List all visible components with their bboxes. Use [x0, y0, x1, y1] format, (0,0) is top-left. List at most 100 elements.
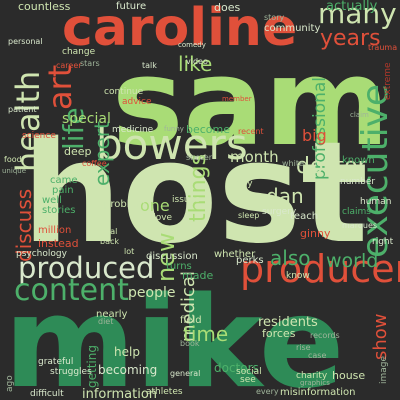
word-career: career [56, 61, 82, 70]
word-charity: charity [296, 371, 328, 381]
word-information: information [82, 387, 158, 400]
word-claims: claims [342, 207, 371, 217]
word-struggles: struggles [50, 367, 92, 377]
word-teach: teach [290, 211, 319, 222]
word-made: made [182, 269, 214, 282]
word-know: know [286, 271, 310, 281]
word-world: world [326, 250, 379, 272]
word-people: people [128, 285, 176, 301]
word-special: special [62, 111, 111, 127]
word-psychology: psychology [16, 249, 67, 259]
word-funny: funny [164, 125, 184, 133]
word-content: content [14, 273, 129, 308]
word-produced: produced [18, 251, 155, 285]
word-community: community [264, 23, 321, 34]
word-mike: mike [4, 269, 345, 400]
word-countless: countless [18, 0, 71, 13]
word-years: years [320, 26, 381, 51]
word-patient: patient [8, 105, 37, 114]
word-human: human [360, 197, 392, 207]
word-came: came [50, 175, 78, 186]
word-general: general [170, 369, 201, 378]
word-unique: unique [2, 167, 27, 175]
word-turns: turns [166, 261, 192, 272]
word-stars: stars [80, 59, 100, 68]
word-change: change [62, 47, 96, 57]
word-producer: producer [240, 247, 400, 291]
word-caroline: caroline [62, 0, 298, 58]
word-lot: lot [124, 247, 135, 256]
word-becoming: becoming [98, 363, 158, 377]
word-extreme: coffee [82, 159, 107, 168]
word-million: million [38, 225, 72, 236]
word-soccer: soccer [186, 153, 213, 162]
word-ginny: ginny [300, 227, 331, 240]
word-every: every [256, 387, 279, 396]
word-story: story [264, 13, 285, 22]
word-month: month [230, 148, 279, 166]
word-pain: pain [52, 185, 74, 196]
word-dove: dove [150, 213, 173, 223]
word-doctors: doctors [214, 361, 259, 375]
word-perks: perks [236, 255, 264, 266]
word-marques: marques [342, 221, 378, 230]
word-something: image [379, 355, 389, 384]
word-many: many [318, 0, 397, 30]
word-issues: issues [172, 195, 200, 205]
word-also: also [270, 246, 311, 270]
word-comedy: comedy [178, 41, 206, 49]
word-nearly: nearly [96, 309, 128, 320]
word-case: case [308, 351, 327, 360]
word-actually: actually [326, 0, 378, 14]
word-deep: deep [64, 145, 92, 158]
word-forces: forces [262, 327, 296, 340]
word-records: records [310, 331, 340, 340]
word-member: member [222, 95, 252, 103]
word-become: become [186, 123, 231, 136]
word-surgery: surgery [262, 207, 297, 217]
word-medicare: graphics [300, 379, 330, 387]
word-one: one [140, 196, 170, 215]
word-athletes: athletes [146, 387, 183, 397]
word-talk: talk [142, 61, 157, 70]
word-known: known [342, 155, 375, 166]
word-future: future [116, 1, 147, 12]
word-help: help [114, 345, 140, 359]
word-diet: diet [98, 317, 114, 326]
word-video: video [186, 57, 208, 66]
word-advice: advice [122, 97, 152, 107]
word-grateful: grateful [38, 357, 74, 367]
word-does: does [214, 1, 241, 14]
word-claim: claim [350, 111, 369, 119]
word-show: show [370, 313, 391, 360]
word-food: food [4, 155, 22, 164]
word-new: dan [266, 184, 304, 208]
word-well: well [42, 195, 62, 206]
word-bowers: bowers [96, 120, 248, 169]
word-host: host [22, 112, 369, 275]
word-doctor: doctor [296, 154, 367, 179]
word-big: big [302, 126, 327, 145]
word-back: back [100, 237, 120, 246]
word-residents: residents [258, 315, 318, 330]
word-whether: whether [214, 249, 256, 260]
word-science: science [22, 131, 56, 141]
word-continue: continue [104, 87, 144, 97]
word-sam: sam [112, 34, 390, 173]
word-things: things [186, 153, 211, 222]
word-day: day [236, 179, 253, 189]
word-coffee: trauma [368, 43, 398, 52]
word-number: number [340, 177, 376, 187]
word-viral: viral [100, 227, 118, 236]
word-time: time [183, 322, 229, 346]
word-like: like [178, 52, 213, 76]
word-instead: instead [38, 237, 79, 250]
word-trauma: extreme [383, 62, 393, 100]
word-rise: rise [296, 343, 311, 352]
word-expert: expert [90, 121, 114, 186]
word-misinformation: misinformation [280, 387, 356, 398]
word-stories: stories [42, 205, 76, 216]
word-white: white [282, 159, 304, 168]
word-medicine: medicine [112, 125, 154, 135]
word-art: art [41, 64, 79, 110]
